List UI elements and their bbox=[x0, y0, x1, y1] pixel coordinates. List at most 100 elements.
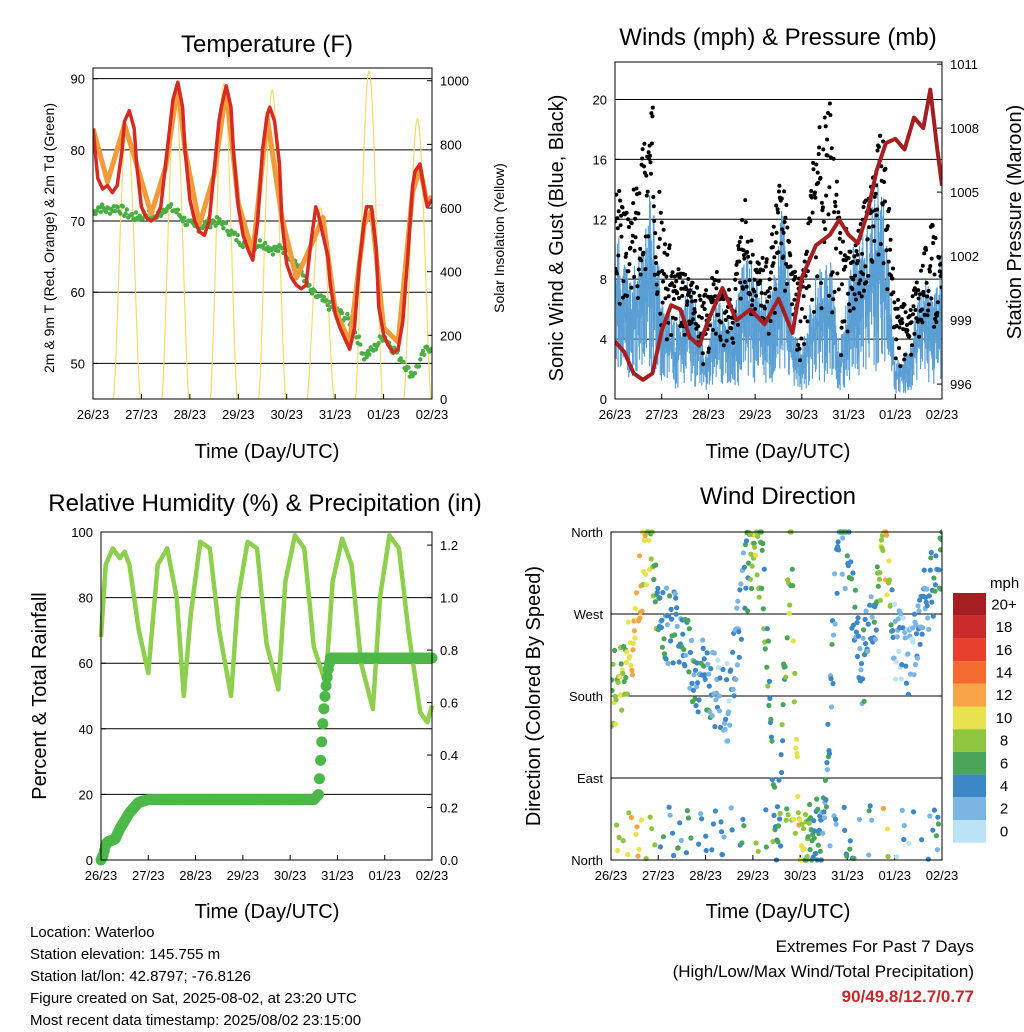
gust-point bbox=[875, 148, 880, 153]
direction-point bbox=[744, 608, 751, 614]
direction-point bbox=[678, 837, 684, 844]
direction-point bbox=[740, 550, 747, 556]
direction-point bbox=[834, 590, 840, 596]
direction-point bbox=[861, 627, 867, 633]
direction-point bbox=[857, 646, 863, 652]
gust-point bbox=[663, 296, 668, 301]
direction-point bbox=[866, 808, 872, 814]
dewpoint-point bbox=[392, 345, 397, 350]
gust-point bbox=[632, 248, 637, 253]
direction-point bbox=[736, 654, 742, 660]
direction-point bbox=[902, 635, 908, 641]
speed-legend: 20+ 18 16 14 12 10 8 6 4 2 0 bbox=[953, 593, 1017, 843]
direction-point bbox=[693, 703, 699, 709]
gust-point bbox=[768, 286, 773, 291]
direction-point bbox=[895, 616, 901, 622]
direction-point bbox=[654, 589, 660, 596]
direction-point bbox=[830, 632, 837, 638]
gust-point bbox=[618, 223, 623, 228]
direction-point bbox=[612, 647, 618, 654]
gust-point bbox=[847, 302, 851, 307]
direction-point bbox=[938, 537, 942, 543]
gust-point bbox=[796, 342, 801, 347]
direction-point bbox=[786, 610, 792, 617]
direction-point bbox=[664, 622, 671, 628]
gust-point bbox=[787, 239, 792, 244]
gust-point bbox=[749, 238, 754, 243]
gust-point bbox=[833, 200, 837, 204]
gust-point bbox=[761, 268, 766, 273]
y-tick-label: 50 bbox=[71, 356, 85, 371]
direction-point bbox=[844, 853, 850, 859]
gust-point bbox=[884, 227, 889, 232]
direction-point bbox=[710, 821, 717, 827]
gust-point bbox=[629, 285, 634, 290]
gust-point bbox=[767, 294, 772, 299]
direction-point bbox=[926, 626, 932, 632]
direction-point bbox=[733, 676, 739, 683]
gust-point bbox=[831, 297, 836, 302]
dewpoint-point bbox=[97, 205, 102, 210]
gust-point bbox=[645, 189, 650, 194]
gust-point bbox=[649, 111, 654, 116]
direction-point bbox=[917, 641, 923, 647]
dewpoint-point bbox=[321, 294, 326, 299]
rainfall-point bbox=[318, 703, 330, 715]
direction-point bbox=[802, 811, 809, 818]
direction-point bbox=[722, 720, 728, 727]
direction-point bbox=[806, 820, 812, 826]
direction-point bbox=[739, 840, 745, 846]
gust-point bbox=[857, 291, 862, 296]
direction-point bbox=[630, 647, 636, 653]
direction-point bbox=[899, 807, 905, 814]
gust-point bbox=[650, 105, 655, 110]
gust-point bbox=[748, 260, 753, 265]
direction-point bbox=[737, 587, 743, 593]
gust-point bbox=[783, 288, 787, 293]
direction-point bbox=[709, 847, 715, 853]
gust-point bbox=[823, 227, 828, 232]
direction-point bbox=[850, 622, 857, 628]
gust-point bbox=[623, 254, 628, 259]
direction-point bbox=[822, 777, 829, 784]
gust-point bbox=[763, 264, 768, 269]
y-tick-label: 100 bbox=[71, 525, 93, 540]
gust-point bbox=[742, 256, 747, 261]
direction-point bbox=[611, 687, 615, 694]
gust-point bbox=[779, 241, 784, 246]
direction-point bbox=[686, 626, 693, 632]
direction-point bbox=[778, 752, 784, 758]
gust-point bbox=[662, 271, 666, 276]
dewpoint-point bbox=[275, 248, 281, 254]
gust-point bbox=[648, 160, 653, 165]
x-tick-label: 02/23 bbox=[416, 407, 449, 422]
direction-point bbox=[738, 636, 745, 642]
gust-point bbox=[688, 288, 693, 293]
humidity-series bbox=[95, 533, 438, 866]
direction-point bbox=[764, 626, 770, 632]
gust-point bbox=[799, 306, 804, 311]
dewpoint-point bbox=[221, 226, 226, 231]
direction-point bbox=[925, 615, 931, 621]
direction-point bbox=[712, 724, 718, 730]
gust-point bbox=[661, 279, 666, 284]
gust-point bbox=[660, 269, 665, 273]
direction-point bbox=[905, 691, 912, 698]
gust-point bbox=[871, 224, 876, 229]
gust-point bbox=[695, 285, 700, 290]
direction-point bbox=[694, 684, 700, 690]
direction-point bbox=[917, 597, 923, 603]
gust-point bbox=[863, 198, 868, 203]
direction-point bbox=[674, 623, 680, 630]
y-tick-label: 4 bbox=[600, 332, 607, 347]
direction-point bbox=[718, 819, 724, 825]
x-tick-label: 29/23 bbox=[222, 407, 255, 422]
gust-point bbox=[669, 333, 674, 337]
gust-point bbox=[854, 249, 859, 254]
dewpoint-point bbox=[184, 222, 190, 227]
direction-point bbox=[885, 853, 891, 860]
direction-point bbox=[673, 611, 679, 617]
direction-point bbox=[765, 683, 771, 689]
gust-point bbox=[863, 264, 868, 269]
direction-point bbox=[674, 605, 680, 611]
